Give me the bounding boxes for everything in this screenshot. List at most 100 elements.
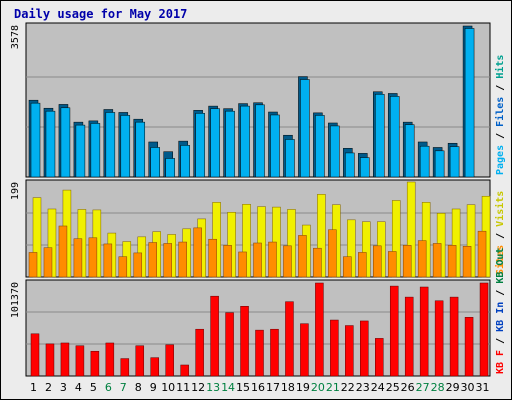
sites-bar <box>313 247 322 278</box>
kb-f-bar <box>45 343 55 377</box>
legend-label: Sites / Visits <box>494 191 506 275</box>
sites-bar <box>238 251 247 278</box>
kb-f-bar <box>270 328 279 377</box>
sites-bar <box>208 238 217 278</box>
kb-f-bar <box>165 344 174 377</box>
files-bar <box>30 102 41 178</box>
day-label: 27 <box>416 381 430 394</box>
files-bar <box>165 158 175 178</box>
files-bar <box>105 112 116 178</box>
sites-bar <box>148 242 157 278</box>
day-label: 3 <box>60 381 67 394</box>
kb-f-bar <box>345 325 354 377</box>
kb-f-bar <box>90 350 100 377</box>
kb-f-bar <box>360 320 369 377</box>
kb-f-bar <box>464 317 474 377</box>
files-bar <box>195 113 205 178</box>
sites-bar <box>58 225 68 278</box>
y-max-label: 101370 <box>10 282 21 318</box>
y-max-label: 3578 <box>10 25 21 49</box>
files-bar <box>464 28 475 178</box>
files-bar <box>120 115 131 178</box>
day-label: 18 <box>281 381 295 394</box>
files-bar <box>150 147 160 178</box>
sites-bar <box>387 251 397 278</box>
sites-bar <box>283 245 292 278</box>
kb-f-bar <box>120 358 130 377</box>
day-label: 16 <box>251 381 265 394</box>
kb-f-bar <box>150 357 159 377</box>
legend-series-name: Visits <box>494 191 506 227</box>
kb-f-bar <box>180 364 189 377</box>
day-label: 17 <box>266 381 280 394</box>
kb-f-bar <box>419 286 429 377</box>
files-bar <box>300 79 310 178</box>
sites-bar <box>88 237 98 278</box>
kb-f-bar <box>210 295 219 377</box>
sites-bar <box>28 252 38 278</box>
kb-f-bar <box>135 345 145 377</box>
legend-series-name: Files <box>494 97 506 127</box>
kb-f-bar <box>285 301 294 377</box>
kb-f-bar <box>315 282 324 377</box>
kb-f-bar <box>75 345 85 377</box>
sites-bar <box>253 242 262 278</box>
day-label: 13 <box>206 381 220 394</box>
sites-bar <box>432 243 442 278</box>
day-label: 10 <box>161 381 175 394</box>
day-label: 28 <box>431 381 445 394</box>
files-bar <box>449 146 460 178</box>
kb-f-bar <box>225 312 234 377</box>
legend-series-name: Hits <box>494 55 506 79</box>
day-label: 30 <box>461 381 475 394</box>
day-label: 6 <box>105 381 112 394</box>
day-label: 15 <box>236 381 250 394</box>
sites-bar <box>178 241 187 278</box>
sites-bar <box>373 245 382 278</box>
day-label: 12 <box>191 381 205 394</box>
files-bar <box>180 145 190 178</box>
files-bar <box>285 139 295 178</box>
files-bar <box>404 124 415 178</box>
files-bar <box>419 145 430 178</box>
legend-series-name: / <box>495 284 506 302</box>
chart-title: Daily usage for May 2017 <box>14 7 188 21</box>
legend-series-name: / <box>495 127 506 145</box>
kb-f-bar <box>434 300 444 377</box>
sites-bar <box>298 235 307 278</box>
legend-series-name: KB Out <box>495 248 506 284</box>
files-bar <box>210 108 220 178</box>
sites-bar <box>223 245 232 278</box>
sites-bar <box>193 227 202 278</box>
legend-label: Pages / Files / Hits <box>494 55 506 175</box>
day-label: 25 <box>386 381 400 394</box>
files-bar <box>135 121 146 178</box>
kb-f-bar <box>404 296 414 377</box>
legend-series-name: / <box>495 332 506 350</box>
day-label: 19 <box>296 381 310 394</box>
files-bar <box>225 110 235 178</box>
files-bar <box>315 115 325 178</box>
files-bar <box>360 157 370 178</box>
kb-f-bar <box>479 282 489 377</box>
kb-f-bar <box>240 306 249 377</box>
files-bar <box>255 104 265 178</box>
kb-f-bar <box>60 342 70 377</box>
sites-bar <box>402 245 412 278</box>
day-label: 29 <box>446 381 460 394</box>
day-label: 7 <box>120 381 127 394</box>
sites-bar <box>118 256 128 278</box>
kb-f-bar <box>330 319 339 377</box>
day-label: 9 <box>150 381 157 394</box>
day-label: 14 <box>221 381 235 394</box>
day-label: 26 <box>401 381 415 394</box>
files-bar <box>240 105 250 178</box>
day-label: 24 <box>371 381 385 394</box>
legend-series-name: Pages <box>495 145 506 175</box>
sites-bar <box>358 252 367 278</box>
day-label: 31 <box>476 381 490 394</box>
files-bar <box>60 107 71 178</box>
sites-bar <box>103 243 113 278</box>
sites-bar <box>133 252 143 278</box>
